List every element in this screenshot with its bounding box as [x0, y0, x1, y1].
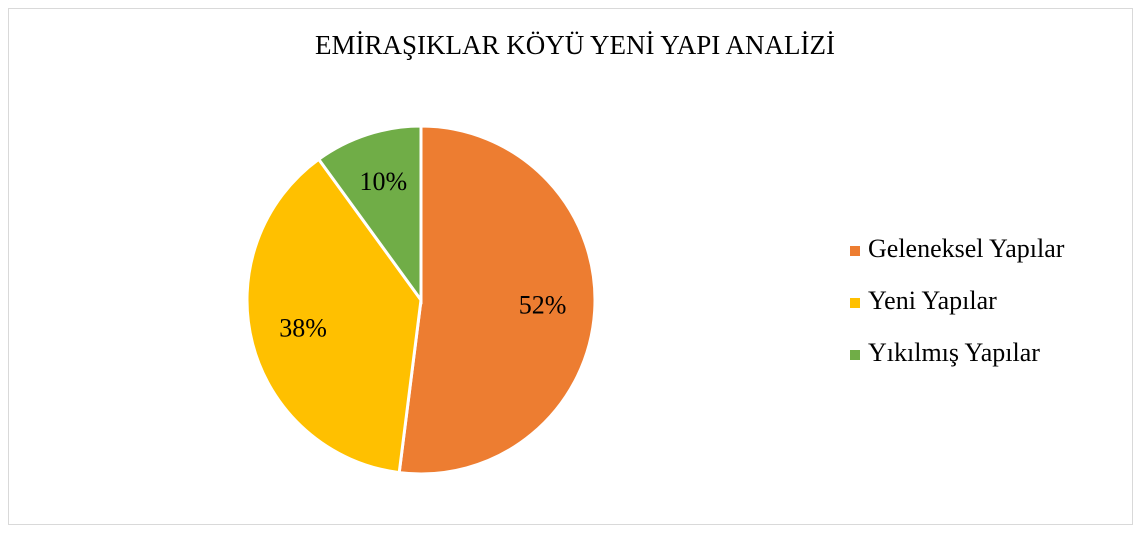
legend-swatch	[850, 350, 860, 360]
legend-label: Yeni Yapılar	[868, 286, 997, 315]
legend-label: Yıkılmış Yapılar	[868, 338, 1040, 367]
data-label: 52%	[519, 291, 567, 320]
legend-label: Geleneksel Yapılar	[868, 234, 1065, 263]
data-label: 10%	[360, 167, 408, 196]
pie-slice	[245, 157, 423, 475]
chart-title: EMİRAŞIKLAR KÖYÜ YENİ YAPI ANALİZİ	[315, 30, 835, 60]
pie-slice	[397, 124, 597, 476]
legend-swatch	[850, 298, 860, 308]
pie-slice	[316, 124, 423, 305]
legend-swatch	[850, 246, 860, 256]
data-label: 38%	[279, 313, 327, 342]
